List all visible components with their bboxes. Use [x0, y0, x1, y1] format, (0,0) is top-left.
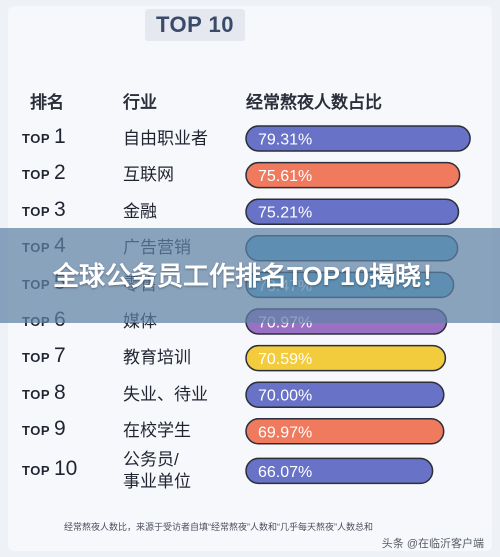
chart-title: TOP 10	[145, 9, 245, 41]
rank-label: TOP 10	[22, 457, 112, 485]
header-rank: 排名	[30, 93, 64, 112]
watermark: 头条 @在临沂客户端	[382, 535, 484, 551]
rank-label: TOP 1	[22, 125, 112, 153]
bar	[245, 418, 445, 445]
footnote: 经常熬夜人数比，来源于受访者自填“经常熬夜”人数和“几乎每天熬夜”人数总和	[64, 522, 373, 532]
bar-value-label: 66.07%	[258, 464, 312, 481]
bar	[245, 198, 460, 225]
header-industry: 行业	[123, 93, 157, 112]
bar-value-label: 70.00%	[258, 388, 312, 405]
bar-value-label: 69.97%	[258, 424, 312, 441]
rank-number: 2	[54, 161, 66, 185]
industry-label: 自由职业者	[123, 128, 208, 150]
rank-number: 10	[54, 456, 78, 480]
rank-prefix: TOP	[22, 130, 50, 146]
rank-prefix: TOP	[22, 462, 50, 478]
industry-label: 金融	[123, 201, 157, 223]
industry-label: 教育培训	[123, 347, 191, 369]
industry-label: 失业、待业	[123, 384, 208, 406]
rank-label: TOP 9	[22, 417, 112, 445]
rank-number: 7	[54, 344, 66, 368]
industry-line: 失业、待业	[123, 384, 208, 404]
bar	[245, 344, 447, 372]
rank-label: TOP 3	[22, 198, 112, 226]
industry-line: 在校学生	[123, 421, 191, 441]
industry-line: 公务员/	[123, 449, 179, 469]
rank-label: TOP 2	[22, 161, 112, 189]
rank-number: 8	[54, 380, 66, 404]
headline-banner: 全球公务员工作排名TOP10揭晓！	[0, 228, 500, 323]
bar-value-label: 70.59%	[258, 351, 312, 368]
rank-prefix: TOP	[22, 350, 50, 366]
rank-prefix: TOP	[22, 203, 50, 219]
industry-line: 事业单位	[123, 471, 191, 491]
headline-text: 全球公务员工作排名TOP10揭晓！	[53, 260, 447, 291]
bar-value-label: 75.61%	[258, 168, 312, 185]
industry-line: 金融	[123, 201, 157, 221]
bar-value-label: 79.31%	[258, 132, 312, 149]
industry-label: 公务员/事业单位	[123, 449, 191, 493]
rank-prefix: TOP	[22, 423, 50, 439]
bar	[245, 125, 471, 152]
industry-label: 互联网	[123, 164, 174, 186]
industry-label: 在校学生	[123, 420, 191, 442]
header-ratio: 经常熬夜人数占比	[246, 93, 382, 112]
bar	[245, 161, 461, 189]
watermark-text: 头条 @在临沂客户端	[381, 538, 484, 550]
rank-prefix: TOP	[22, 386, 50, 402]
bar	[245, 457, 434, 485]
rank-label: TOP 8	[22, 381, 112, 409]
rank-number: 3	[54, 197, 66, 221]
rank-number: 1	[54, 124, 66, 148]
industry-line: 自由职业者	[123, 128, 208, 148]
rank-prefix: TOP	[22, 167, 50, 183]
industry-line: 互联网	[123, 165, 174, 185]
rank-number: 9	[54, 417, 66, 441]
industry-line: 教育培训	[123, 348, 191, 368]
rank-label: TOP 7	[22, 344, 112, 372]
bar-value-label: 75.21%	[258, 205, 312, 222]
bar	[245, 381, 445, 408]
